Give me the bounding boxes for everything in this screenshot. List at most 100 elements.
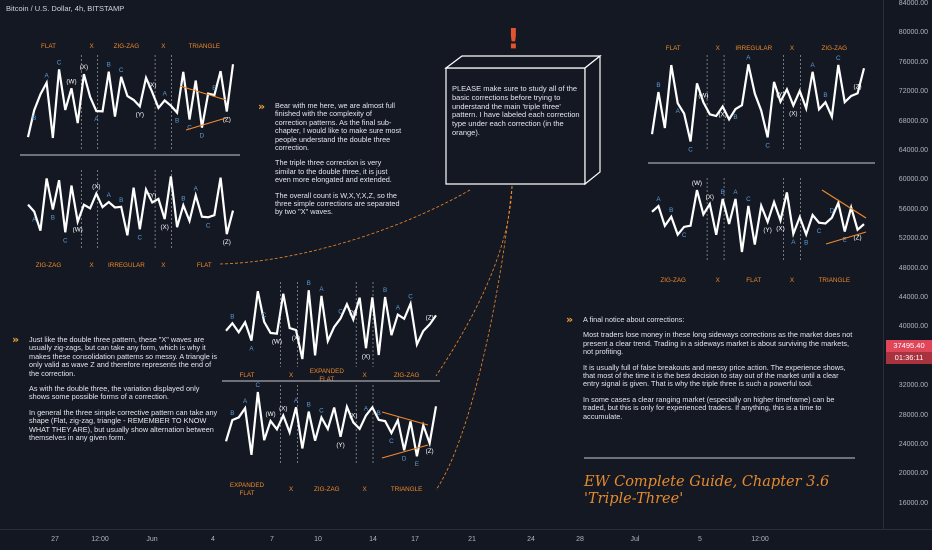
last-price-tag: 37495.40 [886, 340, 932, 352]
wave-label: C [138, 234, 143, 241]
time-tick-label: 28 [576, 536, 584, 543]
wave-label: (Z) [223, 117, 231, 124]
correction-type-label: ZIG-ZAG [314, 486, 340, 493]
wave-label: (X) [706, 194, 714, 201]
wave-label: B [230, 410, 234, 417]
connector-line [435, 185, 513, 377]
wave-label: D [402, 455, 407, 462]
note-box-text: PLEASE make sure to study all of the bas… [452, 84, 580, 137]
wave-label: B [107, 62, 111, 69]
correction-type-label: FLAT [240, 372, 255, 379]
connector-line [435, 185, 513, 491]
price-tick-label: 32000.00 [898, 382, 928, 390]
correction-type-label: FLAT [666, 45, 681, 52]
wave-label: C [256, 382, 261, 389]
wave-label: D [830, 208, 835, 215]
wave-label: B [656, 82, 660, 89]
wave-label: (X) [349, 412, 357, 419]
time-tick-label: 21 [468, 536, 476, 543]
time-tick-label: 4 [211, 536, 215, 543]
wave-label: E [212, 85, 216, 92]
wave-label: A [243, 398, 248, 405]
wave-label: (X) [279, 406, 287, 413]
correction-type-label: FLAT [240, 490, 255, 497]
wave-label: C [836, 55, 841, 62]
wave-label: (Y) [148, 192, 156, 199]
triangle-boundary-line [381, 411, 429, 426]
wave-label: (W) [272, 339, 282, 346]
wave-label: (Y) [349, 310, 357, 317]
price-tick-label: 84000.00 [898, 0, 928, 7]
wave-label: (X) [362, 353, 370, 360]
price-axis[interactable]: 84000.00 80000.00 76000.00 72000.00 68000.00… [883, 0, 932, 530]
wave-label: C [817, 228, 822, 235]
chevron-icon: » [566, 313, 574, 326]
x-waves-paragraph: As with the double three, the variation … [29, 384, 200, 402]
wave-label: B [804, 239, 808, 246]
price-tick-label: 40000.00 [898, 323, 928, 331]
price-tick-label: 56000.00 [898, 205, 928, 213]
correction-type-label: X [161, 43, 166, 50]
wave-label: (X) [718, 112, 726, 119]
correction-type-label: X [790, 45, 795, 52]
wave-line [650, 64, 866, 142]
price-tick-label: 64000.00 [898, 147, 928, 154]
price-tick-label: 44000.00 [898, 294, 928, 301]
time-tick-label: 12:00 [91, 536, 109, 543]
time-axis[interactable]: 27 12:00 Jun 4 7 10 14 17 21 24 28 Jul 5 12:00 [0, 529, 932, 550]
triangle-boundary-line [185, 117, 227, 131]
correction-type-label: X [289, 372, 294, 379]
wave-label: B [175, 118, 179, 125]
time-tick-label: 17 [411, 536, 419, 543]
wave-label: (X) [148, 82, 156, 89]
wave-label: (Z) [223, 239, 231, 246]
correction-type-label: ZIG-ZAG [660, 277, 686, 284]
intro-paragraph: The overall count is W,X,Y,X,Z, so the t… [275, 190, 400, 217]
wave-label: C [319, 407, 324, 414]
price-tick-label: 24000.00 [898, 441, 928, 448]
wave-label: (W) [265, 411, 275, 418]
note-box-top [444, 55, 602, 69]
chapter-title-line1: EW Complete Guide, Chapter 3.6 [584, 474, 830, 490]
price-tick-label: 28000.00 [898, 411, 928, 419]
wave-label: B [377, 410, 381, 417]
correction-type-label: X [89, 43, 94, 50]
wave-label: (Z) [854, 83, 862, 90]
chevron-icon: » [12, 333, 20, 346]
wave-label: C [765, 142, 770, 149]
wave-label: B [181, 195, 185, 202]
wave-label: A [733, 189, 738, 196]
wave-label: A [194, 185, 199, 192]
correction-type-label: X [289, 486, 294, 493]
correction-type-label: FLAT [746, 277, 761, 284]
connector-line [219, 189, 471, 265]
wave-label: A [396, 305, 401, 312]
correction-type-label: X [716, 45, 721, 52]
intro-paragraph: Bear with me here, we are almost full fi… [275, 101, 402, 153]
wave-label: C [338, 308, 343, 315]
wave-label: A [45, 73, 50, 80]
final-notice-heading: A final notice about corrections: [583, 315, 685, 324]
wave-label: (W) [698, 92, 708, 99]
correction-type-label: EXPANDED [310, 368, 345, 375]
wave-label: A [676, 108, 681, 115]
wave-label: B [669, 207, 673, 214]
wave-label: B [307, 402, 311, 409]
final-notice-paragraph: Most traders lose money in these long si… [583, 330, 853, 357]
price-tick-label: 80000.00 [898, 29, 928, 37]
wave-label: (W) [73, 227, 83, 234]
correction-type-label: IRREGULAR [108, 262, 145, 269]
x-waves-text: Just like the double three pattern, thes… [29, 335, 219, 449]
wave-label: (X) [160, 224, 168, 231]
time-tick-label: 12:00 [751, 536, 769, 543]
note-box-side [584, 54, 601, 186]
intro-paragraph: The triple three correction is very simi… [275, 158, 392, 185]
wave-label: (X) [292, 335, 300, 342]
bar-countdown-tag: 01:36:11 [886, 352, 932, 364]
wave-label: A [107, 192, 112, 199]
wave-label: A [791, 239, 796, 246]
correction-type-label: X [362, 486, 367, 493]
price-tick-label: 48000.00 [898, 264, 928, 272]
